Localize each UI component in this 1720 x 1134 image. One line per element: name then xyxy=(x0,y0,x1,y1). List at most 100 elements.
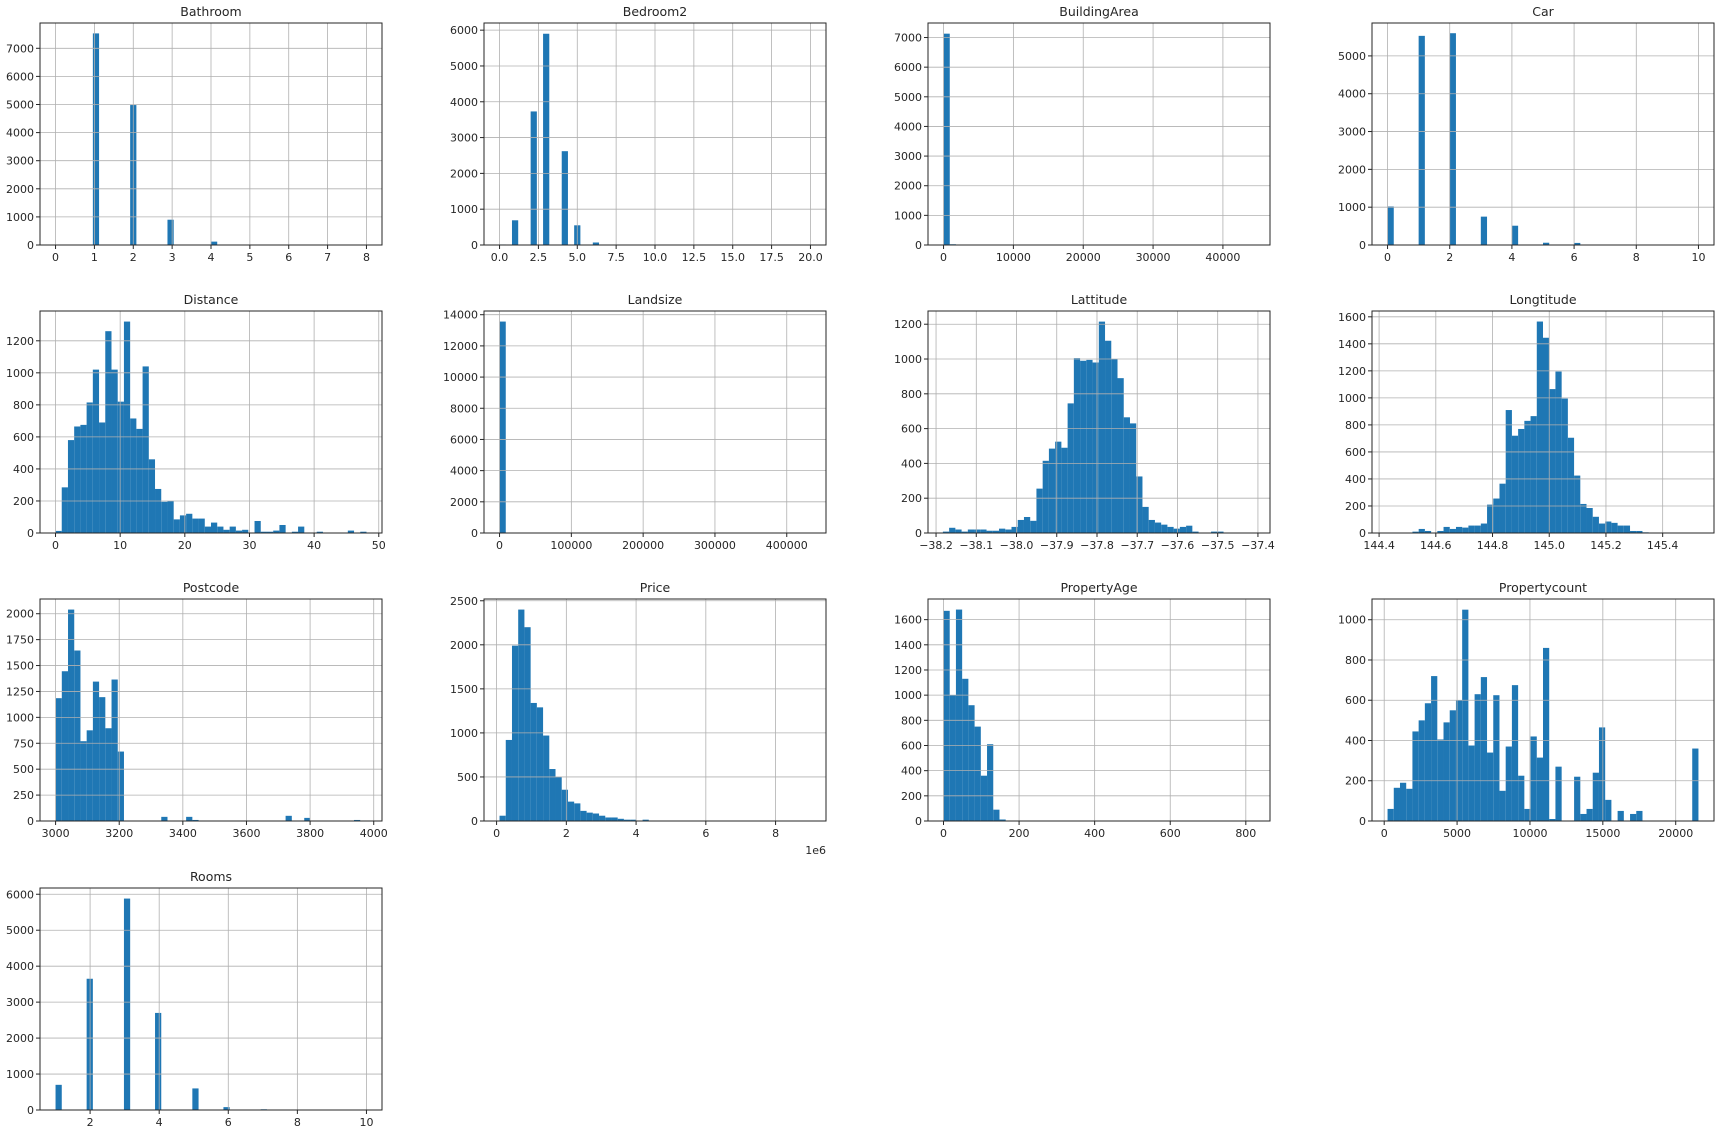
subplot-bedroom2: 0.0 2.5 5.0 7.5 10.0 12.5 15.0 17.5 20.0 0 1000 200… xyxy=(450,4,827,264)
histogram-bar xyxy=(353,819,361,821)
histogram-bar xyxy=(1186,525,1193,533)
x-tick-label: 5.0 xyxy=(569,251,587,264)
histogram-bar xyxy=(155,488,162,533)
y-tick-label: 4000 xyxy=(6,127,34,140)
y-tick-label: 500 xyxy=(457,771,478,784)
x-tick-label: 10 xyxy=(113,539,127,552)
x-tick-label: 3400 xyxy=(169,827,197,840)
y-tick-label: 7000 xyxy=(894,32,922,45)
y-tick-label: 750 xyxy=(13,737,34,750)
histogram-bar xyxy=(117,401,124,533)
histogram-bar xyxy=(161,816,168,821)
histogram-bar xyxy=(1117,378,1124,533)
x-tick-label: −38.2 xyxy=(919,539,953,552)
y-tick-label: 200 xyxy=(13,495,34,508)
y-tick-label: 4000 xyxy=(450,96,478,109)
histogram-bar xyxy=(298,526,305,533)
x-tick-label: 400000 xyxy=(766,539,808,552)
axes-frame xyxy=(39,310,383,534)
x-tick-label: −37.8 xyxy=(1080,539,1114,552)
histogram-bar xyxy=(642,819,649,821)
y-tick-label: 400 xyxy=(1345,473,1366,486)
x-tick-label: −38.1 xyxy=(959,539,993,552)
histogram-bar xyxy=(173,519,180,533)
histogram-bar xyxy=(1630,530,1637,533)
y-tick-label: 2500 xyxy=(450,595,478,608)
histogram-bar xyxy=(942,531,950,533)
histogram-bar xyxy=(1499,790,1506,821)
histogram-bar xyxy=(1505,410,1512,533)
histogram-bar xyxy=(74,426,81,533)
y-tick-label: 2000 xyxy=(6,1032,34,1045)
subplot-longtitude: 144.4 144.6 144.8 145.0 145.2 145.4 0 200 400 600… xyxy=(1338,292,1715,552)
y-tick-label: 1500 xyxy=(450,683,478,696)
x-tick-label: 40000 xyxy=(1205,251,1240,264)
x-tick-label: 145.2 xyxy=(1590,539,1622,552)
histogram-bar xyxy=(229,526,236,533)
axes-frame xyxy=(483,310,827,534)
histogram-bar xyxy=(592,242,600,245)
x-tick-label: 145.4 xyxy=(1647,539,1679,552)
histogram-bar xyxy=(974,529,981,533)
axes-frame xyxy=(927,310,1271,534)
x-tick-label: 8 xyxy=(294,1116,301,1129)
histogram-bar xyxy=(543,735,550,821)
histogram-bar xyxy=(1424,530,1432,533)
x-tick-label: 0 xyxy=(1384,251,1391,264)
y-tick-label: 0 xyxy=(471,239,478,252)
histogram-bar xyxy=(1586,508,1593,533)
y-tick-label: 800 xyxy=(1345,654,1366,667)
histogram-bar xyxy=(1574,776,1581,821)
histogram-bar xyxy=(105,331,112,533)
histogram-bar xyxy=(630,819,637,821)
histogram-bar xyxy=(1493,498,1500,533)
x-tick-label: 5 xyxy=(246,251,253,264)
histogram-bar xyxy=(167,219,174,245)
x-tick-label: 600 xyxy=(1160,827,1181,840)
subplot-price: 0 2 4 6 8 0 500 1000 1500 2000 2500 1e6 Price xyxy=(450,580,827,857)
subplot-bathroom: 0 1 2 3 4 5 6 7 8 0 1000 2000 3000 4000 5000 6000 7000 Ba… xyxy=(6,4,383,264)
histogram-bar xyxy=(1574,242,1581,245)
axes-frame xyxy=(39,887,383,1111)
histogram-bar xyxy=(499,815,506,821)
subplot-title: Landsize xyxy=(628,292,683,307)
histogram-bar xyxy=(1393,787,1400,821)
y-tick-label: 2000 xyxy=(894,180,922,193)
y-tick-label: 3000 xyxy=(6,996,34,1009)
histogram-bar xyxy=(999,528,1006,533)
y-tick-label: 600 xyxy=(1345,446,1366,459)
histogram-bar xyxy=(1617,525,1624,533)
subplot-rooms: 2 4 6 8 10 0 1000 2000 3000 4000 5000 6000 Rooms xyxy=(6,869,383,1129)
histogram-bar xyxy=(1530,416,1537,533)
histogram-bar xyxy=(1418,35,1425,245)
histogram-bar xyxy=(1518,428,1525,533)
histogram-bar xyxy=(55,698,62,821)
histogram-bar xyxy=(1474,694,1481,821)
histogram-bar xyxy=(1406,788,1413,821)
histogram-bar xyxy=(605,817,612,821)
histogram-bar xyxy=(61,671,69,821)
histogram-bar xyxy=(92,681,100,821)
x-tick-label: 1 xyxy=(91,251,98,264)
histogram-bar xyxy=(1511,225,1519,245)
histogram-bar xyxy=(1154,522,1162,533)
x-tick-label: 0 xyxy=(52,539,59,552)
histogram-bar xyxy=(518,609,525,821)
histogram-bar xyxy=(949,527,956,533)
subplot-title: Propertycount xyxy=(1499,580,1587,595)
histogram-bar xyxy=(55,1084,62,1110)
x-tick-label: −37.4 xyxy=(1241,539,1275,552)
histogram-bar xyxy=(360,531,367,533)
x-tick-label: 4 xyxy=(156,1116,163,1129)
histogram-bar xyxy=(1605,799,1612,821)
x-tick-label: 40 xyxy=(307,539,321,552)
histogram-bar xyxy=(167,500,174,533)
histogram-bar xyxy=(179,515,187,533)
histogram-bar xyxy=(511,220,519,245)
x-tick-label: 100000 xyxy=(550,539,592,552)
histogram-bar xyxy=(1067,403,1074,533)
histogram-bar xyxy=(235,530,243,533)
histogram-bar xyxy=(1437,739,1444,821)
histogram-bar xyxy=(505,739,512,821)
